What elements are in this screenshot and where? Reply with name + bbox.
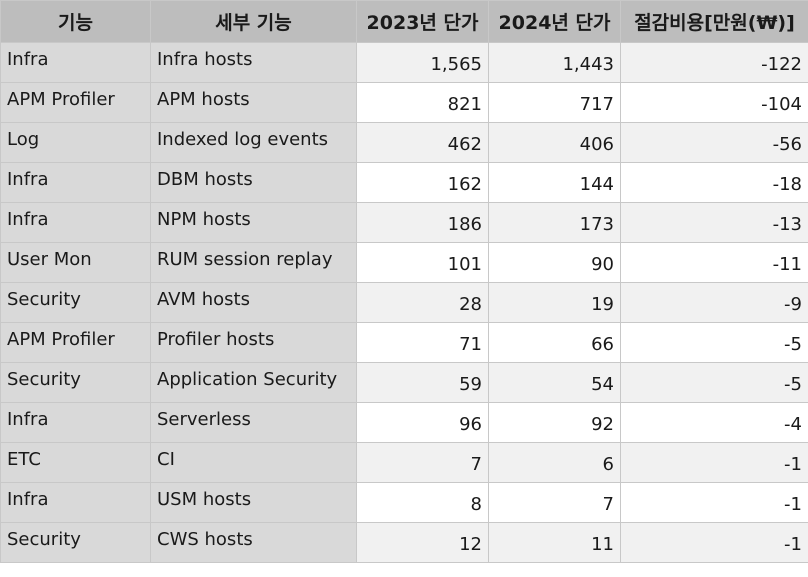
cell-savings: -104 bbox=[620, 82, 808, 123]
cell-sub-feature: CWS hosts bbox=[150, 522, 357, 563]
cell-savings: -5 bbox=[620, 322, 808, 363]
cell-price-2024: 54 bbox=[488, 362, 621, 403]
cell-price-2024: 717 bbox=[488, 82, 621, 123]
cell-sub-feature: Serverless bbox=[150, 402, 357, 443]
cell-savings: -1 bbox=[620, 482, 808, 523]
header-price-2024: 2024년 단가 bbox=[488, 0, 621, 43]
cell-sub-feature: Indexed log events bbox=[150, 122, 357, 163]
table-row: Infra Infra hosts 1,565 1,443 -122 bbox=[0, 42, 808, 83]
cell-sub-feature: CI bbox=[150, 442, 357, 483]
cell-price-2024: 1,443 bbox=[488, 42, 621, 83]
cell-price-2023: 71 bbox=[356, 322, 489, 363]
cell-feature: Security bbox=[0, 362, 151, 403]
cell-price-2023: 96 bbox=[356, 402, 489, 443]
cell-price-2024: 19 bbox=[488, 282, 621, 323]
cell-price-2023: 7 bbox=[356, 442, 489, 483]
cell-price-2024: 66 bbox=[488, 322, 621, 363]
cell-feature: APM Profiler bbox=[0, 82, 151, 123]
cell-feature: Security bbox=[0, 522, 151, 563]
cell-price-2024: 11 bbox=[488, 522, 621, 563]
header-row: 기능 세부 기능 2023년 단가 2024년 단가 절감비용[만원(₩)] bbox=[0, 0, 808, 43]
cell-sub-feature: AVM hosts bbox=[150, 282, 357, 323]
cell-feature: Infra bbox=[0, 402, 151, 443]
cell-feature: Security bbox=[0, 282, 151, 323]
table-row: Security AVM hosts 28 19 -9 bbox=[0, 282, 808, 323]
header-savings: 절감비용[만원(₩)] bbox=[620, 0, 808, 43]
cell-savings: -1 bbox=[620, 522, 808, 563]
cell-feature: ETC bbox=[0, 442, 151, 483]
table-row: ETC CI 7 6 -1 bbox=[0, 442, 808, 483]
table-row: Infra Serverless 96 92 -4 bbox=[0, 402, 808, 443]
cell-price-2023: 186 bbox=[356, 202, 489, 243]
cell-feature: Infra bbox=[0, 202, 151, 243]
cell-savings: -11 bbox=[620, 242, 808, 283]
cell-feature: Log bbox=[0, 122, 151, 163]
table-row: Infra NPM hosts 186 173 -13 bbox=[0, 202, 808, 243]
cell-feature: Infra bbox=[0, 162, 151, 203]
cell-sub-feature: RUM session replay bbox=[150, 242, 357, 283]
cell-sub-feature: DBM hosts bbox=[150, 162, 357, 203]
cell-savings: -1 bbox=[620, 442, 808, 483]
cell-price-2023: 8 bbox=[356, 482, 489, 523]
cell-feature: Infra bbox=[0, 482, 151, 523]
table-row: APM Profiler APM hosts 821 717 -104 bbox=[0, 82, 808, 123]
cell-savings: -4 bbox=[620, 402, 808, 443]
header-feature: 기능 bbox=[0, 0, 151, 43]
cell-savings: -13 bbox=[620, 202, 808, 243]
cell-price-2024: 406 bbox=[488, 122, 621, 163]
cell-sub-feature: USM hosts bbox=[150, 482, 357, 523]
cell-price-2024: 92 bbox=[488, 402, 621, 443]
header-sub-feature: 세부 기능 bbox=[150, 0, 357, 43]
cell-price-2024: 7 bbox=[488, 482, 621, 523]
cell-price-2024: 6 bbox=[488, 442, 621, 483]
cell-sub-feature: Application Security bbox=[150, 362, 357, 403]
table-row: Security Application Security 59 54 -5 bbox=[0, 362, 808, 403]
table-row: Security CWS hosts 12 11 -1 bbox=[0, 522, 808, 563]
cell-sub-feature: APM hosts bbox=[150, 82, 357, 123]
cell-feature: APM Profiler bbox=[0, 322, 151, 363]
cell-price-2023: 1,565 bbox=[356, 42, 489, 83]
cell-price-2024: 173 bbox=[488, 202, 621, 243]
cost-comparison-table: 기능 세부 기능 2023년 단가 2024년 단가 절감비용[만원(₩)] I… bbox=[0, 0, 808, 563]
cell-price-2023: 59 bbox=[356, 362, 489, 403]
table-row: Infra USM hosts 8 7 -1 bbox=[0, 482, 808, 523]
cell-price-2023: 821 bbox=[356, 82, 489, 123]
cell-sub-feature: Profiler hosts bbox=[150, 322, 357, 363]
cell-sub-feature: NPM hosts bbox=[150, 202, 357, 243]
cell-savings: -56 bbox=[620, 122, 808, 163]
cell-savings: -5 bbox=[620, 362, 808, 403]
cell-price-2023: 462 bbox=[356, 122, 489, 163]
table-row: Log Indexed log events 462 406 -56 bbox=[0, 122, 808, 163]
cell-feature: User Mon bbox=[0, 242, 151, 283]
cell-price-2023: 101 bbox=[356, 242, 489, 283]
cell-price-2024: 144 bbox=[488, 162, 621, 203]
cell-sub-feature: Infra hosts bbox=[150, 42, 357, 83]
cell-price-2023: 162 bbox=[356, 162, 489, 203]
table-row: Infra DBM hosts 162 144 -18 bbox=[0, 162, 808, 203]
cell-feature: Infra bbox=[0, 42, 151, 83]
header-price-2023: 2023년 단가 bbox=[356, 0, 489, 43]
cell-savings: -122 bbox=[620, 42, 808, 83]
table-row: User Mon RUM session replay 101 90 -11 bbox=[0, 242, 808, 283]
table-body: Infra Infra hosts 1,565 1,443 -122 APM Profil… bbox=[0, 42, 808, 563]
cell-savings: -9 bbox=[620, 282, 808, 323]
cell-price-2023: 28 bbox=[356, 282, 489, 323]
table-row: APM Profiler Profiler hosts 71 66 -5 bbox=[0, 322, 808, 363]
cell-price-2023: 12 bbox=[356, 522, 489, 563]
cell-price-2024: 90 bbox=[488, 242, 621, 283]
cell-savings: -18 bbox=[620, 162, 808, 203]
